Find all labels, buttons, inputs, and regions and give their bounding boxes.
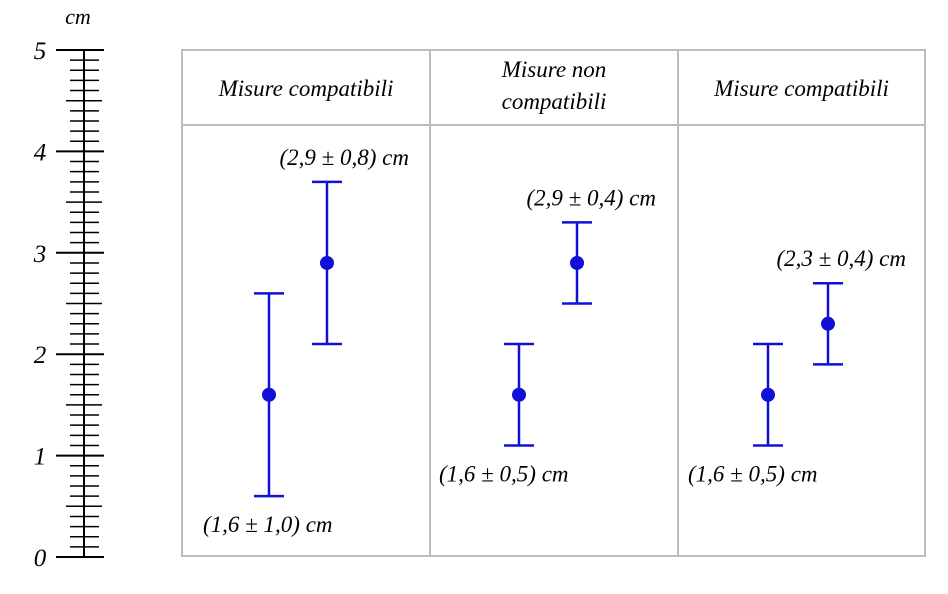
ruler-tick-label: 3 (33, 241, 47, 268)
measurement-label: (1,6 ± 1,0) cm (203, 512, 333, 537)
ruler-tick-label: 5 (34, 38, 47, 65)
data-point (821, 316, 835, 331)
data-point (262, 387, 276, 402)
error-bar (504, 342, 534, 447)
panel: Misure compatibili (1,6 ± 1,0) cm (2,9 ± 0… (203, 76, 409, 537)
data-point (512, 387, 526, 402)
panel: Misure non compatibili (1,6 ± 0,5) cm (2,9 … (439, 57, 656, 486)
ruler-tick-label: 0 (34, 545, 47, 572)
panel-header: Misure compatibili (713, 76, 889, 101)
measurement-label: (2,9 ± 0,8) cm (279, 145, 409, 170)
measurement-label: (1,6 ± 0,5) cm (439, 461, 569, 486)
error-bar (813, 281, 843, 366)
data-point (570, 255, 584, 270)
table-border (181, 49, 926, 557)
error-bar (254, 292, 284, 498)
panels: Misure compatibili (1,6 ± 1,0) cm (2,9 ± 0… (203, 57, 906, 537)
ruler-tick-label: 4 (34, 139, 47, 166)
error-bar (753, 342, 783, 447)
ruler-scale: cm 0 1 2 3 4 5 (33, 4, 104, 572)
data-point (320, 255, 334, 270)
comparison-table (181, 49, 926, 557)
measurement-label: (2,3 ± 0,4) cm (776, 246, 906, 271)
ruler-tick-label: 1 (34, 444, 47, 471)
panel-header: Misure non compatibili (501, 57, 607, 114)
panel-header-line: Misure non (501, 57, 607, 82)
data-point (761, 387, 775, 402)
measurement-label: (2,9 ± 0,4) cm (526, 185, 656, 210)
panel: Misure compatibili (1,6 ± 0,5) cm (2,3 ± 0… (688, 76, 906, 486)
ruler-tick-label: 2 (34, 342, 47, 369)
panel-header-line: compatibili (502, 89, 607, 114)
measurement-label: (1,6 ± 0,5) cm (688, 461, 818, 486)
panel-header: Misure compatibili (218, 76, 394, 101)
error-bar (562, 221, 592, 305)
ruler-unit-label: cm (65, 4, 91, 29)
error-bar (312, 180, 342, 346)
